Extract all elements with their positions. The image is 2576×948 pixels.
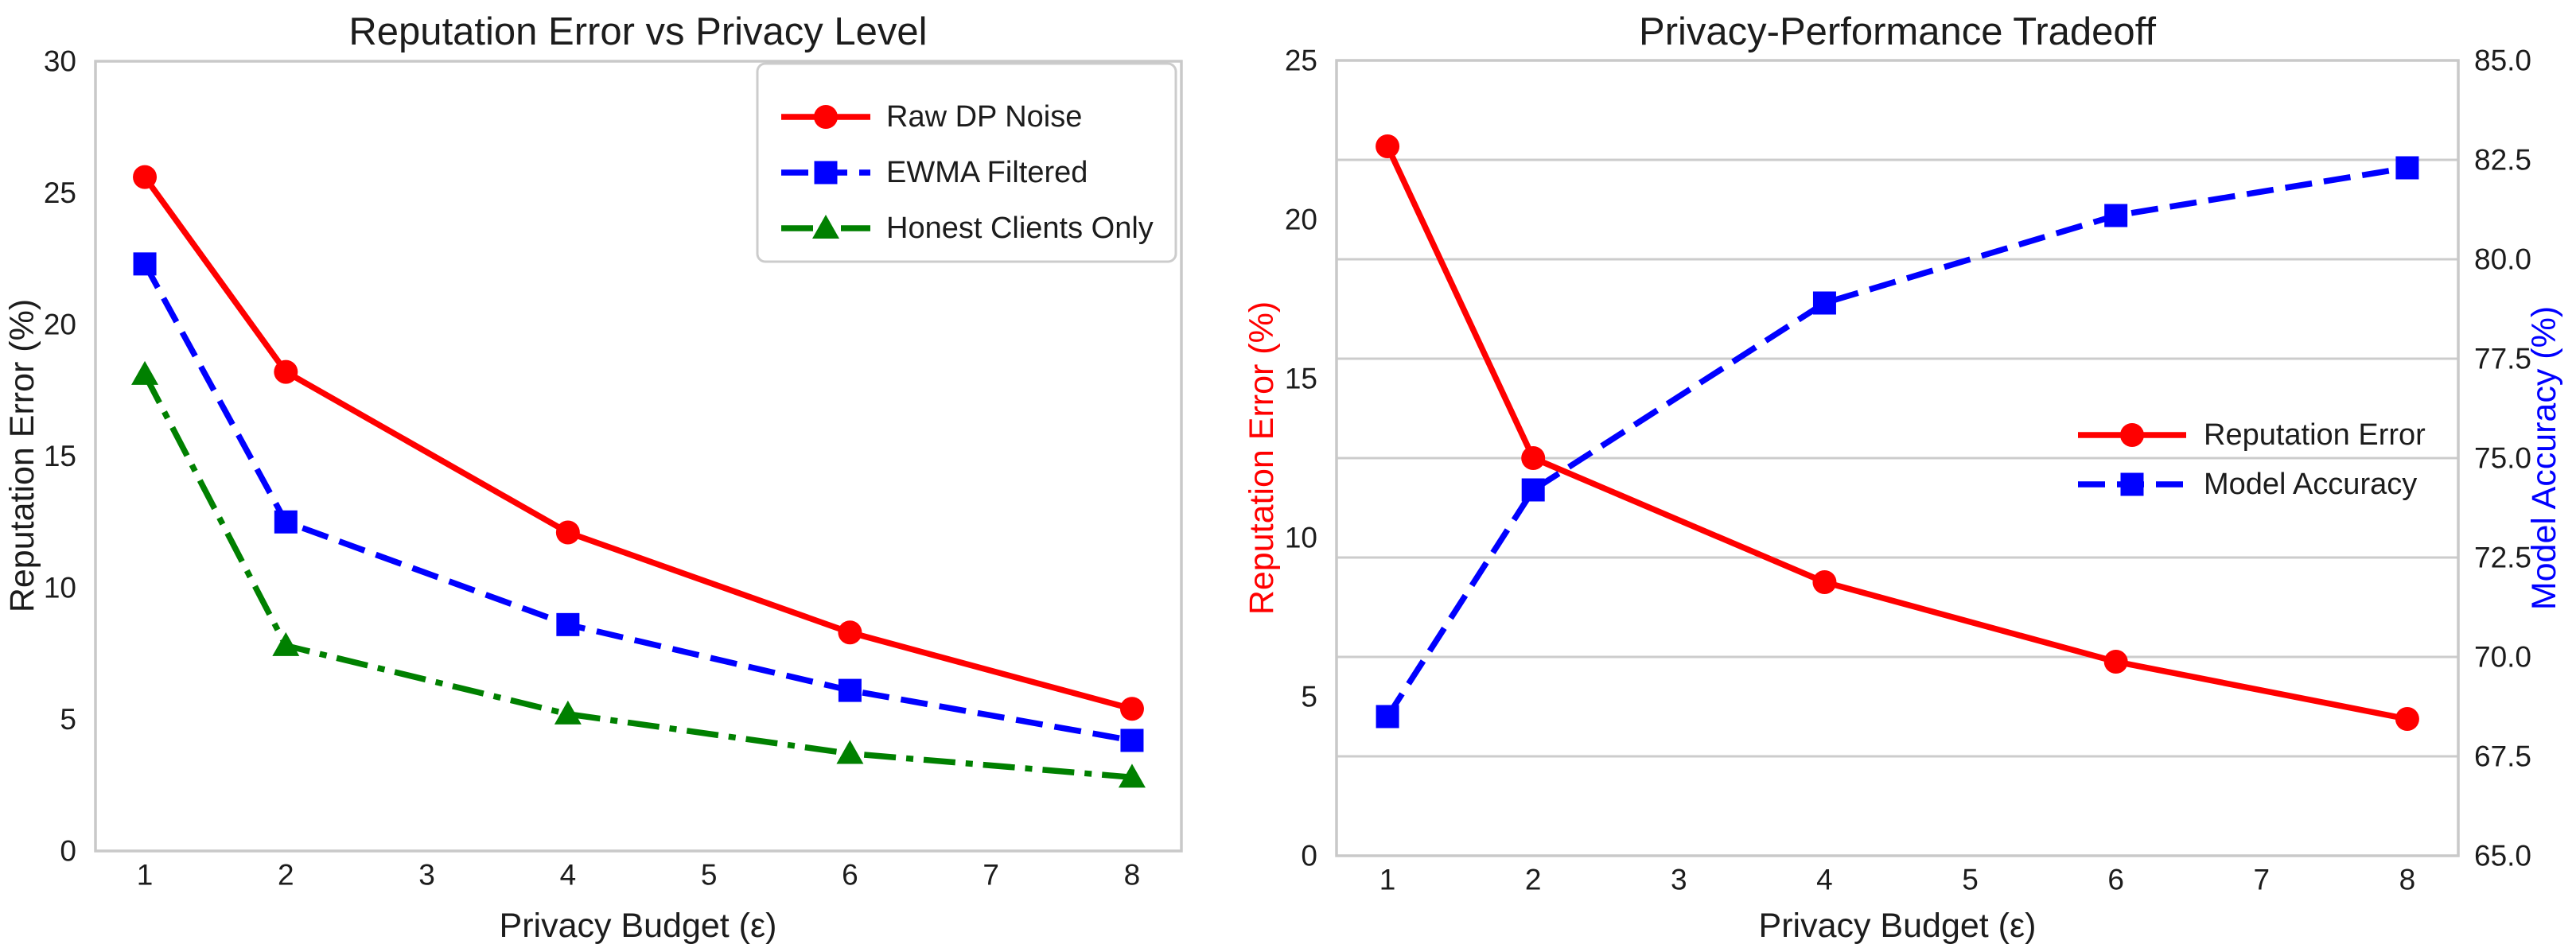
y-tick-label: 25: [1285, 45, 1317, 77]
series-raw-dp-noise-marker: [555, 520, 580, 545]
series-raw-dp-noise-marker: [133, 165, 158, 189]
x-tick-label: 6: [2107, 863, 2124, 896]
x-axis-label: Privacy Budget (ε): [500, 907, 777, 944]
series-honest-clients-only-marker: [554, 700, 582, 725]
axes-spines: [1335, 59, 2460, 857]
series-model-accuracy-line: [1384, 165, 2408, 719]
x-tick-label: 4: [1816, 863, 1833, 896]
legend-entry-label: EWMA Filtered: [886, 156, 1088, 189]
series-model-accuracy-marker: [2395, 156, 2419, 180]
x-tick-label: 2: [1525, 863, 1542, 896]
legend-sample-marker: [814, 161, 838, 185]
series-reputation-error-marker: [1521, 446, 1546, 470]
series-reputation-error-marker: [2103, 650, 2128, 674]
x-tick-label: 3: [1671, 863, 1687, 896]
y-tick-label: 0: [60, 835, 76, 868]
series-raw-dp-noise-marker: [838, 620, 862, 645]
y-tick-label: 10: [44, 572, 76, 604]
y-tick-label: 20: [1285, 204, 1317, 236]
x-tick-label: 7: [2254, 863, 2271, 896]
series-reputation-error-marker: [1812, 570, 1837, 594]
series-model-accuracy-marker: [1812, 291, 1836, 315]
x-tick-label: 6: [842, 858, 858, 891]
series-ewma-filtered-marker: [133, 252, 157, 276]
series-honest-clients-only-line: [142, 373, 1133, 781]
right-y-tick-label: 65.0: [2474, 840, 2531, 872]
y-tick-label: 15: [44, 440, 76, 472]
series-ewma-filtered-marker: [838, 678, 862, 702]
y-axis-label: Reputation Error (%): [3, 299, 41, 612]
x-tick-label: 3: [418, 858, 435, 891]
legend-sample-marker: [2120, 472, 2144, 496]
right-y-tick-label: 70.0: [2474, 641, 2531, 674]
series-ewma-filtered-marker: [1120, 728, 1144, 752]
series-ewma-filtered-marker: [274, 510, 298, 534]
legend-entry-label: Honest Clients Only: [886, 212, 1154, 245]
y-axis-label: Reputation Error (%): [1243, 301, 1281, 615]
legend: Raw DP Noise EWMA Filtered Honest Clients …: [756, 62, 1177, 263]
y-tick-label: 20: [44, 309, 76, 341]
x-tick-label: 7: [983, 858, 999, 891]
x-tick-label: 5: [701, 858, 718, 891]
legend-entry-label: Raw DP Noise: [886, 100, 1082, 134]
legend-sample-marker: [2120, 423, 2144, 447]
series-reputation-error-marker: [1376, 134, 1400, 158]
series-honest-clients-only-marker: [836, 740, 864, 764]
series-reputation-error-marker: [2395, 707, 2419, 731]
chart-title: Privacy-Performance Tradeoff: [1639, 10, 2156, 53]
series-honest-clients-only-marker: [272, 631, 300, 656]
series-honest-clients-only-marker: [131, 360, 159, 385]
legend-frame: [756, 62, 1177, 263]
right-y-tick-label: 75.0: [2474, 442, 2531, 475]
right-y-tick-label: 77.5: [2474, 343, 2531, 375]
legend-sample-marker: [814, 105, 838, 129]
reputation-error-vs-privacy-level-chart: 1 2 3 4 5 6 7 8 0 5 10 15 20 25 30 Reputation Error vs …: [3, 10, 1183, 945]
series-honest-clients-only-marker: [1118, 763, 1146, 788]
legend-entry-label: Model Accuracy: [2204, 468, 2417, 501]
x-tick-label: 8: [2399, 863, 2416, 896]
y-tick-label: 15: [1285, 363, 1317, 395]
y-tick-label: 5: [1301, 681, 1317, 713]
y-tick-label: 30: [44, 45, 76, 78]
right-y-tick-label: 82.5: [2474, 144, 2531, 177]
chart-title: Reputation Error vs Privacy Level: [348, 10, 927, 53]
series-model-accuracy-marker: [1376, 705, 1399, 728]
x-tick-label: 5: [1962, 863, 1979, 896]
right-y-tick-label: 72.5: [2474, 542, 2531, 574]
y-tick-label: 5: [60, 703, 76, 736]
x-tick-label: 1: [1379, 863, 1396, 896]
series-raw-dp-noise-marker: [1119, 697, 1144, 721]
legend: Reputation Error Model Accuracy: [2078, 418, 2426, 501]
x-tick-label: 1: [137, 858, 154, 891]
x-tick-label: 8: [1124, 858, 1141, 891]
x-tick-label: 4: [560, 858, 577, 891]
y-tick-label: 10: [1285, 522, 1317, 554]
x-tick-label: 2: [278, 858, 294, 891]
legend-sample-marker: [812, 215, 839, 239]
right-y-axis-label: Model Accuracy (%): [2525, 306, 2563, 610]
privacy-performance-tradeoff-chart: 1 2 3 4 5 6 7 8 0 5 10 15 20 25 65.0 67.5 70.0 72.5 75.0 77…: [1243, 10, 2563, 945]
series-model-accuracy-marker: [1521, 478, 1545, 502]
right-y-tick-label: 80.0: [2474, 243, 2531, 276]
axes-spines: [94, 60, 1183, 853]
x-axis-label: Privacy Budget (ε): [1759, 907, 2037, 944]
series-model-accuracy-marker: [2104, 204, 2128, 227]
y-tick-label: 25: [44, 177, 76, 209]
series-ewma-filtered-marker: [556, 612, 580, 636]
y-tick-label: 0: [1301, 840, 1317, 872]
right-y-tick-label: 85.0: [2474, 45, 2531, 77]
series-raw-dp-noise-marker: [274, 359, 298, 384]
right-y-tick-label: 67.5: [2474, 740, 2531, 773]
legend-entry-label: Reputation Error: [2204, 418, 2426, 452]
